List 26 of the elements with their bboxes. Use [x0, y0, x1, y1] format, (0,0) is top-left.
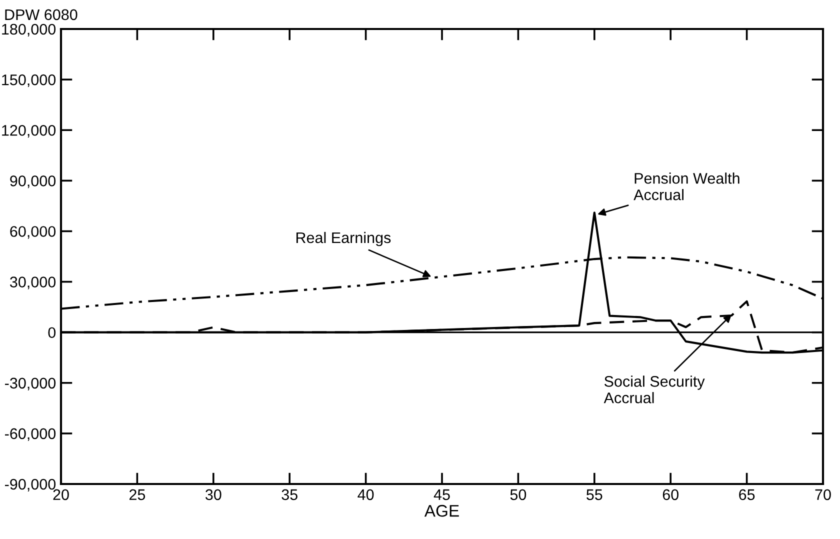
x-tick-label: 40	[358, 489, 374, 500]
x-tick-label: 55	[586, 489, 602, 500]
x-tick-label: 70	[815, 489, 831, 500]
annotation: Real Earnings	[296, 232, 391, 246]
y-tick-label: -60,000	[5, 428, 56, 441]
y-tick-label: 90,000	[10, 176, 56, 188]
y-tick-label: -90,000	[5, 478, 56, 492]
y-tick-label: 30,000	[10, 276, 56, 290]
y-tick-label: 150,000	[2, 74, 56, 88]
x-tick-label: 25	[129, 489, 146, 500]
x-tick-label: 60	[662, 489, 678, 500]
x-tick-label: 20	[53, 489, 69, 500]
chart-title: DPW 6080	[5, 9, 78, 20]
x-tick-label: 30	[205, 489, 222, 500]
y-tick-label: 120,000	[2, 124, 56, 138]
y-tick-label: 60,000	[10, 226, 56, 239]
x-tick-label: 35	[282, 489, 298, 500]
annotation: Pension Wealth Accrual	[634, 172, 740, 200]
y-tick-label: 0	[48, 327, 56, 338]
x-tick-label: 50	[510, 489, 526, 500]
annotation: Social Security Accrual	[604, 376, 705, 404]
x-tick-label: 45	[434, 489, 450, 500]
y-tick-label: 180,000	[2, 24, 56, 36]
y-tick-label: -30,000	[5, 378, 56, 390]
x-tick-label: 65	[739, 489, 755, 500]
x-axis-title: AGE	[424, 504, 459, 517]
